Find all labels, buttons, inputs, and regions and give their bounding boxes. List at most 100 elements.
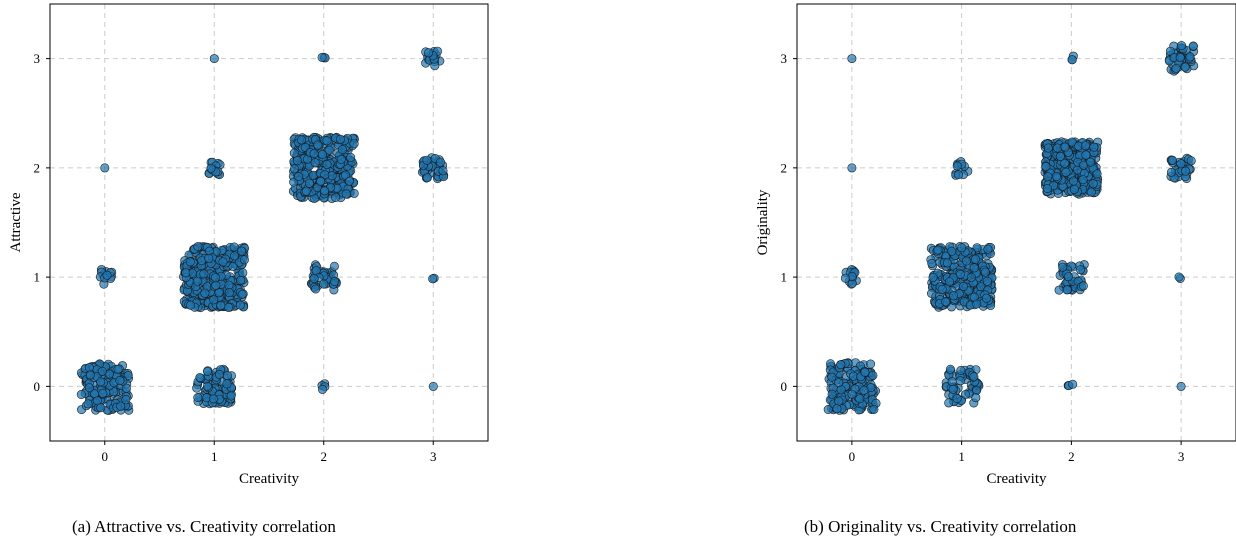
scatter-point xyxy=(224,288,234,298)
scatter-point xyxy=(239,255,249,265)
scatter-point xyxy=(199,269,209,279)
scatter-point xyxy=(1043,143,1053,153)
scatter-point xyxy=(317,384,327,394)
scatter-point xyxy=(203,366,213,376)
scatter-point xyxy=(317,52,327,62)
scatter-point xyxy=(1181,166,1191,176)
y-axis-label: Originality xyxy=(755,189,771,255)
scatter-point xyxy=(301,186,311,196)
scatter-point xyxy=(115,376,125,386)
scatter-point xyxy=(289,148,299,158)
scatter-point xyxy=(123,371,133,381)
scatter-point xyxy=(329,261,339,271)
scatter-point xyxy=(319,186,329,196)
scatter-point xyxy=(1081,150,1091,160)
scatter-point xyxy=(868,370,878,380)
scatter-point xyxy=(1051,172,1061,182)
scatter-point xyxy=(237,289,247,299)
scatter-point xyxy=(435,157,445,167)
panel-originality-vs-creativity: 0 1 2 3 0 1 2 3 Creativity Originality (b) Origin… xyxy=(740,0,1236,542)
scatter-point xyxy=(1062,285,1072,295)
scatter-point xyxy=(949,291,959,301)
scatter-point xyxy=(83,399,93,409)
scatter-point xyxy=(1054,285,1064,295)
scatter-point xyxy=(972,243,982,253)
scatter-point xyxy=(349,188,359,198)
caption-b: (b) Originality vs. Creativity correlati… xyxy=(804,517,1077,536)
scatter-point xyxy=(1185,52,1195,62)
scatter-point xyxy=(860,367,870,377)
scatter-point xyxy=(959,281,969,291)
scatter-point xyxy=(204,253,214,263)
scatter-point xyxy=(832,404,842,414)
scatter-point xyxy=(193,242,203,252)
scatter-point xyxy=(1171,63,1181,73)
scatter-point xyxy=(216,300,226,310)
scatter-point xyxy=(235,300,245,310)
plot-frame xyxy=(796,3,1236,442)
scatter-point xyxy=(237,246,247,256)
scatter-point xyxy=(847,389,857,399)
scatter-point xyxy=(96,377,106,387)
scatter-point xyxy=(331,193,341,203)
scatter-point xyxy=(224,302,234,312)
scatter-point xyxy=(215,369,225,379)
scatter-point xyxy=(1068,176,1078,186)
scatter-point xyxy=(200,288,210,298)
scatter-point xyxy=(847,54,857,64)
scatter-point xyxy=(289,164,299,174)
scatter-point xyxy=(309,274,319,284)
scatter-point xyxy=(186,300,196,310)
scatter-point xyxy=(827,389,837,399)
scatter-point xyxy=(928,272,938,282)
scatter-point xyxy=(1060,158,1070,168)
scatter-point xyxy=(1052,143,1062,153)
scatter-point xyxy=(834,378,844,388)
scatter-point xyxy=(941,297,951,307)
scatter-point xyxy=(1067,137,1077,147)
scatter-point xyxy=(229,242,239,252)
scatter-chart-attractive: 0 1 2 3 0 1 2 3 Creativity Attractive xyxy=(8,3,489,487)
x-tick-label: 3 xyxy=(430,449,437,464)
scatter-point xyxy=(1175,53,1185,63)
scatter-point xyxy=(428,274,438,284)
scatter-point xyxy=(966,272,976,282)
scatter-point xyxy=(1042,184,1052,194)
x-tick-label: 1 xyxy=(211,449,218,464)
scatter-point xyxy=(206,163,216,173)
scatter-point xyxy=(222,370,232,380)
scatter-point xyxy=(422,155,432,165)
scatter-point xyxy=(335,134,345,144)
x-tick-label: 2 xyxy=(1068,449,1075,464)
scatter-point xyxy=(933,245,943,255)
scatter-point xyxy=(955,376,965,386)
scatter-point xyxy=(1078,281,1088,291)
points xyxy=(76,46,449,415)
scatter-point xyxy=(214,288,224,298)
scatter-point xyxy=(208,394,218,404)
scatter-point xyxy=(438,166,448,176)
scatter-point xyxy=(1058,262,1068,272)
scatter-point xyxy=(952,394,962,404)
scatter-point xyxy=(980,267,990,277)
scatter-point xyxy=(121,395,131,405)
scatter-point xyxy=(982,276,992,286)
scatter-point xyxy=(319,279,329,289)
plot-frame xyxy=(49,3,489,442)
scatter-point xyxy=(944,398,954,408)
scatter-point xyxy=(982,293,992,303)
x-tick-label: 3 xyxy=(1178,449,1185,464)
scatter-point xyxy=(1068,379,1078,389)
scatter-point xyxy=(952,161,962,171)
scatter-point xyxy=(1085,157,1095,167)
x-axis-label: Creativity xyxy=(987,471,1047,487)
scatter-point xyxy=(230,251,240,261)
ticks: 0 1 2 3 0 1 2 3 xyxy=(781,51,1185,464)
caption-a: (a) Attractive vs. Creativity correlatio… xyxy=(72,517,336,536)
scatter-point xyxy=(313,140,323,150)
scatter-point xyxy=(1061,167,1071,177)
scatter-point xyxy=(1174,272,1184,282)
ticks: 0 1 2 3 0 1 2 3 xyxy=(34,51,437,464)
scatter-point xyxy=(209,54,219,64)
scatter-point xyxy=(937,284,947,294)
